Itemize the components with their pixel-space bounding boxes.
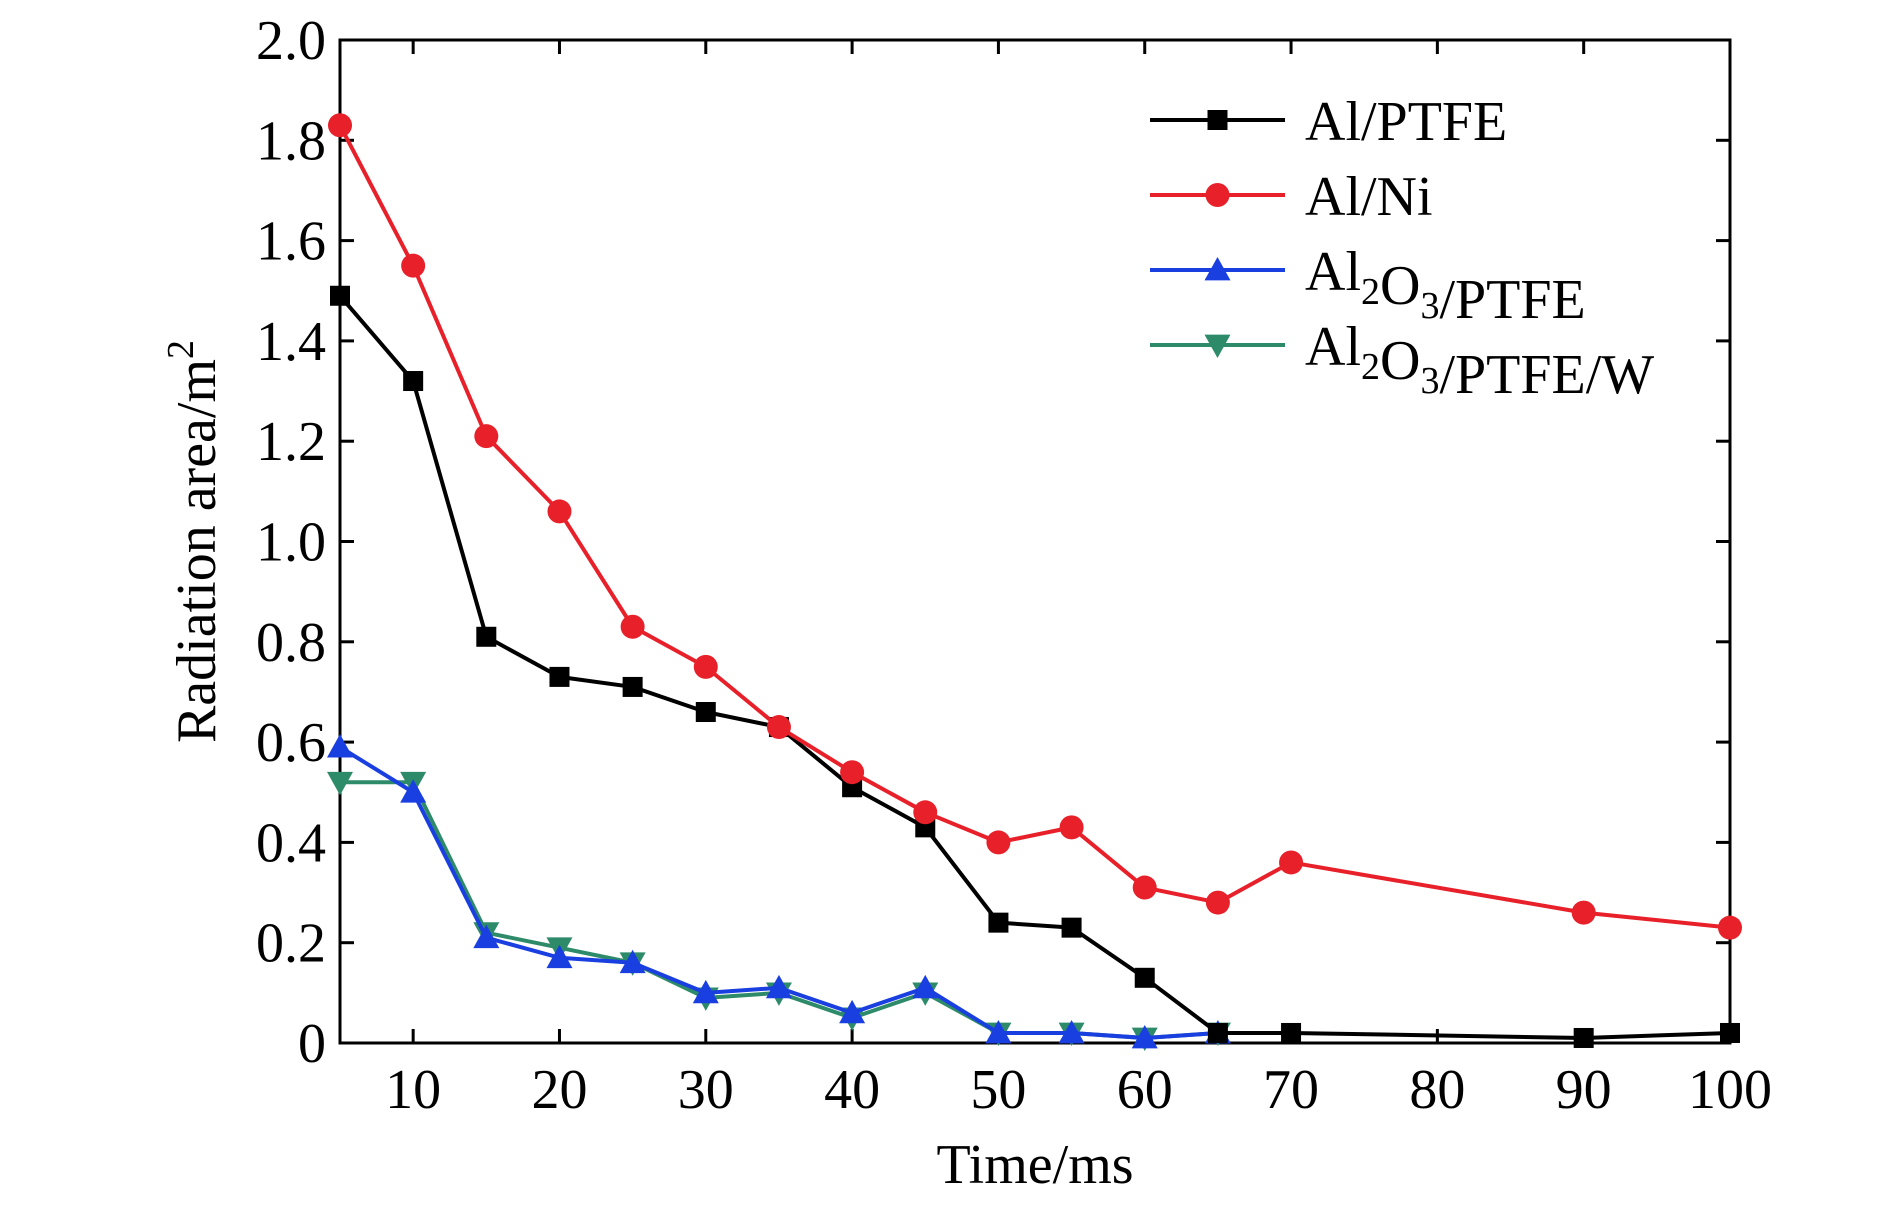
x-tick-label: 20 [531, 1059, 587, 1121]
legend-label: Al/Ni [1305, 166, 1433, 228]
series-layer [327, 113, 1742, 1051]
data-point-al-ptfe [988, 912, 1009, 933]
data-point-al2o3-ptfe [1058, 1019, 1085, 1044]
data-point-al-ni [620, 614, 645, 639]
data-point-al-ptfe [549, 666, 570, 687]
data-point-al-ptfe [1573, 1027, 1594, 1048]
data-point-al-ni [1571, 900, 1596, 925]
data-point-al2o3-ptfe [912, 974, 939, 999]
data-point-al2o3-ptfe-w [327, 771, 353, 796]
legend-item-al2o3-ptfe: Al2O3/PTFE [1150, 241, 1586, 331]
legend-item-al-ptfe: Al/PTFE [1150, 91, 1507, 153]
data-point-al2o3-ptfe [327, 734, 353, 758]
y-axis-title-text: Radiation area/m [166, 359, 228, 743]
data-point-al-ptfe [1281, 1022, 1302, 1043]
data-point-al-ptfe [330, 285, 350, 306]
legend-item-al2o3-ptfe-w: Al2O3/PTFE/W [1150, 316, 1654, 406]
data-point-al-ptfe [1134, 967, 1155, 988]
y-tick-label: 0.4 [256, 812, 326, 874]
data-point-al2o3-ptfe [765, 974, 792, 999]
legend-label: Al/PTFE [1305, 91, 1507, 153]
x-tick-label: 30 [678, 1059, 734, 1121]
data-point-al2o3-ptfe [400, 779, 427, 803]
legend-item-al-ni: Al/Ni [1150, 166, 1433, 228]
y-tick-label: 1.4 [256, 311, 326, 373]
legend-marker [1205, 183, 1230, 207]
data-point-al2o3-ptfe [985, 1019, 1012, 1044]
data-point-al-ni [766, 715, 791, 740]
series-line-al-ptfe [338, 294, 1731, 1040]
x-tick-label: 100 [1688, 1059, 1772, 1121]
data-point-al-ni [1279, 850, 1304, 875]
y-tick-label: 0.2 [256, 913, 326, 975]
data-point-al-ni [328, 113, 352, 138]
data-point-al2o3-ptfe [1131, 1024, 1158, 1049]
data-point-al2o3-ptfe [473, 924, 500, 949]
data-point-al-ptfe [476, 626, 497, 647]
y-tick-label: 1.6 [256, 211, 326, 273]
legend-label: Al2O3/PTFE [1305, 241, 1586, 331]
series-al2o3-ptfe-w [327, 771, 1231, 1051]
x-tick-label: 60 [1117, 1059, 1173, 1121]
data-point-al-ni [1718, 915, 1742, 940]
data-point-al-ni [1132, 875, 1157, 900]
data-point-al-ptfe [1061, 917, 1082, 938]
legend-label: Al2O3/PTFE/W [1305, 316, 1654, 406]
data-point-al2o3-ptfe [619, 949, 646, 974]
y-tick-label: 0.6 [256, 712, 326, 774]
data-point-al2o3-ptfe [839, 999, 866, 1024]
data-point-al-ptfe [1207, 1022, 1228, 1043]
data-point-al-ni [547, 499, 572, 524]
data-point-al-ptfe [1720, 1022, 1740, 1043]
data-point-al-ni [693, 654, 718, 679]
x-tick-label: 10 [385, 1059, 441, 1121]
data-point-al-ni [1205, 890, 1230, 915]
x-tick-label: 90 [1556, 1059, 1612, 1121]
series-line-al-ni [338, 124, 1731, 930]
legend-marker [1204, 334, 1231, 358]
axes: 0 0.2 0.4 0.6 0.8 1.0 1.2 1.4 1.6 1.8 2.0 10 20 30 40 5… [256, 10, 1772, 1121]
data-point-al-ni [401, 253, 426, 278]
series-al2o3-ptfe [327, 734, 1231, 1049]
x-tick-label: 50 [970, 1059, 1026, 1121]
legend-marker [1207, 110, 1228, 130]
data-point-al2o3-ptfe [546, 944, 573, 969]
data-point-al2o3-ptfe [692, 979, 719, 1004]
data-point-al-ni [474, 424, 499, 449]
x-tick-label: 40 [824, 1059, 880, 1121]
data-point-al-ptfe [622, 676, 643, 697]
y-axis-title: Radiation area/m2 [160, 340, 228, 743]
y-tick-label: 2.0 [256, 10, 326, 72]
data-point-al-ni [840, 760, 865, 785]
y-axis-title-superscript: 2 [160, 340, 202, 359]
y-tick-label: 0.8 [256, 612, 326, 674]
data-point-al-ni [1059, 815, 1084, 840]
y-tick-label: 1.0 [256, 512, 326, 574]
y-tick-label: 1.2 [256, 411, 326, 473]
x-axis-title: Time/ms [936, 1134, 1133, 1196]
data-point-al-ni [986, 830, 1011, 855]
data-point-al-ni [913, 800, 938, 825]
y-tick-label: 0 [298, 1013, 326, 1075]
x-tick-label: 70 [1263, 1059, 1319, 1121]
y-tick-label: 1.8 [256, 110, 326, 172]
data-point-al-ptfe [403, 371, 424, 392]
data-point-al-ptfe [695, 702, 716, 723]
plot-frame [338, 38, 1732, 1045]
legend-marker [1204, 257, 1231, 281]
series-al-ni [328, 113, 1742, 940]
x-tick-label: 80 [1409, 1059, 1465, 1121]
